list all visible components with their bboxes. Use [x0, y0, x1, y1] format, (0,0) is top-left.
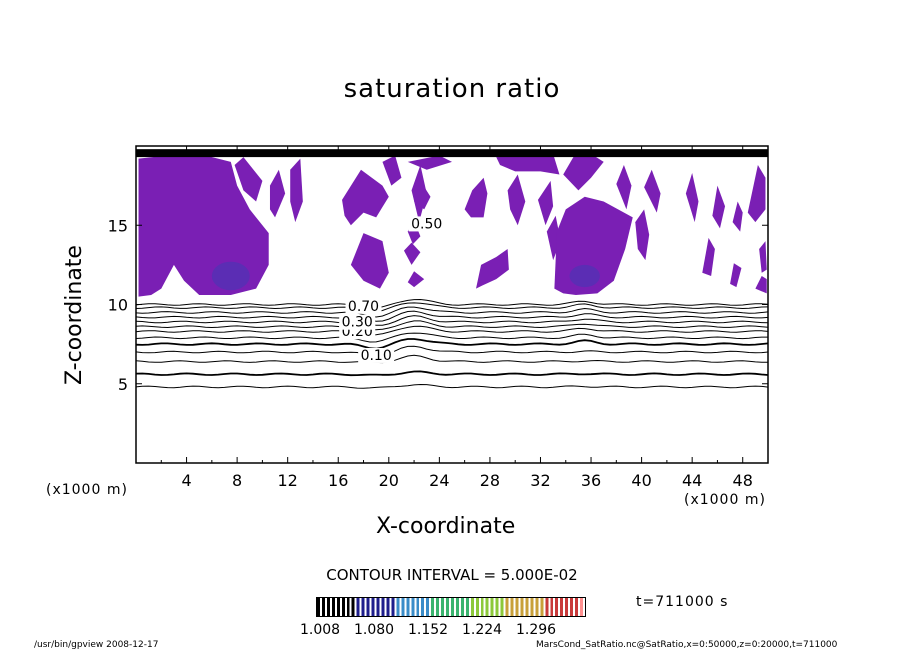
supersaturated-region [563, 153, 604, 191]
x-unit-left: (x1000 m) [46, 482, 128, 498]
x-tick-label: 8 [232, 471, 242, 490]
supersaturated-region [730, 263, 742, 288]
contour-line [135, 345, 769, 357]
contour-label: 0.30 [342, 315, 373, 331]
x-tick-label: 28 [480, 471, 500, 490]
contour-interval-text: CONTOUR INTERVAL = 5.000E-02 [326, 566, 578, 584]
contour-label: 0.50 [411, 216, 442, 232]
supersaturated-region [732, 201, 743, 232]
supersaturated-region [382, 155, 402, 186]
y-tick-label: 10 [108, 296, 128, 315]
x-tick-label: 48 [733, 471, 753, 490]
top-contour-band [136, 149, 768, 158]
x-tick-label: 32 [530, 471, 550, 490]
supersaturated-core [569, 264, 600, 288]
x-tick-label: 40 [631, 471, 651, 490]
x-tick-label: 24 [429, 471, 449, 490]
supersaturated-region [755, 275, 767, 294]
contour-line [135, 383, 769, 389]
contour-line [135, 354, 769, 364]
supersaturated-region [747, 165, 766, 223]
colorbar-tick-label: 1.224 [462, 622, 503, 638]
contour-label-bg [408, 216, 445, 232]
x-tick-label: 4 [181, 471, 191, 490]
contour-lines-layer [135, 149, 769, 389]
x-tick-label: 12 [278, 471, 298, 490]
supersaturated-region [759, 241, 767, 273]
y-tick-label: 5 [118, 375, 128, 394]
supersaturated-region [407, 271, 425, 288]
supersaturated-core [211, 261, 250, 291]
contour-label-bg [358, 347, 395, 363]
colorbar-tick-label: 1.080 [354, 622, 395, 638]
supersaturated-region [685, 172, 699, 223]
x-tick-label: 36 [581, 471, 601, 490]
supersaturated-region [616, 165, 632, 210]
supersaturated-region [138, 153, 269, 297]
x-axis-label: X-coordinate [376, 514, 516, 539]
contour-line [135, 320, 769, 331]
supersaturated-region [464, 177, 488, 218]
supersaturated-region [342, 169, 389, 226]
contour-label: 0.10 [361, 348, 392, 364]
chart-title: saturation ratio [343, 74, 561, 104]
supersaturation-fill-layer [138, 153, 767, 297]
contour-line [135, 315, 769, 326]
contour-line [135, 338, 769, 350]
y-axis-label: Z-coordinate [62, 245, 87, 385]
contour-line [135, 332, 768, 343]
colorbar-tick-label: 1.008 [300, 622, 341, 638]
contour-label-bg [345, 298, 382, 314]
contour-line [135, 325, 769, 336]
colorbar [316, 597, 586, 617]
x-tick-label: 16 [328, 471, 348, 490]
x-unit-right: (x1000 m) [684, 492, 766, 508]
y-tick-label: 15 [108, 216, 128, 235]
contour-line [135, 370, 769, 377]
supersaturated-region [269, 169, 286, 218]
colorbar-tick-label: 1.296 [516, 622, 557, 638]
contour-line [135, 306, 769, 318]
supersaturated-region [635, 209, 650, 261]
contour-line [135, 298, 769, 309]
supersaturated-region [712, 185, 726, 229]
contour-line [135, 310, 769, 322]
contour-label-bg [339, 314, 376, 330]
supersaturated-region [476, 249, 509, 289]
supersaturated-region [350, 233, 389, 289]
time-label: t=711000 s [636, 594, 729, 610]
x-tick-label: 20 [379, 471, 399, 490]
supersaturated-region [702, 237, 715, 276]
contour-labels-layer: 0.100.200.300.500.70 [339, 216, 445, 364]
supersaturated-region [407, 155, 452, 170]
supersaturated-region [403, 242, 421, 265]
x-tick-label: 44 [682, 471, 702, 490]
y-axis-ticks: 5 10 15 [108, 216, 768, 394]
supersaturated-region [290, 158, 303, 223]
footer-right: MarsCond_SatRatio.nc@SatRatio,x=0:50000,… [536, 640, 838, 650]
colorbar-tick-label: 1.152 [408, 622, 449, 638]
contour-line [135, 302, 769, 313]
supersaturated-region [507, 174, 526, 226]
supersaturated-region [414, 180, 431, 210]
supersaturated-region [537, 180, 554, 226]
supersaturated-region [496, 153, 560, 175]
supersaturated-region [234, 157, 263, 202]
footer-left: /usr/bin/gpview 2008-12-17 [34, 640, 159, 650]
contour-label: 0.70 [348, 299, 379, 315]
x-axis-ticks: 4 8 12 16 20 24 28 32 36 40 44 48 [160, 146, 753, 490]
supersaturated-region [644, 169, 661, 213]
